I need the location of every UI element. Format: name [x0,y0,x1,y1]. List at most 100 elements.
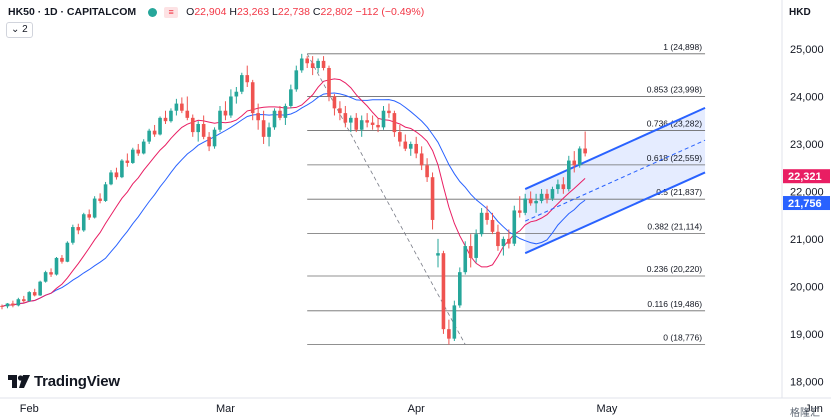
candle-body [38,281,42,296]
candle-body [212,129,217,147]
x-tick-label: Apr [408,403,425,415]
candle-body [294,70,299,90]
price-label-text: 22,321 [788,171,822,183]
candle-body [512,210,517,244]
candle-body [250,82,255,114]
candle-body [354,117,359,130]
candle-body [43,272,48,282]
open-value: 22,904 [194,6,227,18]
candle-body [332,96,337,109]
candle-body [240,75,244,92]
candle-body [147,130,151,142]
candle-body [528,198,533,204]
close-label: C [312,6,321,18]
candle-body [343,113,348,123]
compare-icon[interactable]: ≡ [164,6,179,18]
candle-body [272,110,277,128]
symbol-title[interactable]: HK50 · 1D · CAPITALCOM [8,6,137,18]
x-tick-label: Jun [805,403,823,415]
price-label-box [783,169,830,184]
candle-body [414,143,418,154]
ohlc-readout: O22,904 H23,263 L22,738 C22,802 −112 (−0… [186,6,424,18]
candle-body [180,103,184,111]
candle-body [163,117,168,122]
tradingview-logo-text: TradingView [34,373,120,390]
market-status-dots[interactable] [148,7,158,17]
candle-body [185,110,190,118]
candle-body [359,120,364,130]
y-tick-label: 20,000 [790,281,824,293]
y-tick-label: 18,000 [790,376,824,388]
candle-body [283,105,288,118]
y-tick-label: 24,000 [790,91,824,103]
candle-body [190,117,195,133]
candle-body [218,110,222,130]
y-tick-label: 21,000 [790,234,824,246]
candle-body [523,198,527,213]
high-label: H [229,6,237,18]
high-value: 23,263 [236,6,270,18]
candle-body [0,305,4,307]
candle-body [316,60,320,68]
y-tick-label: 22,000 [790,186,824,198]
candle-body [65,242,70,262]
candle-body [567,160,571,190]
candle-body [196,124,200,133]
y-tick-label: 25,000 [790,44,824,56]
candle-body [207,136,211,147]
currency-label[interactable]: HKD [789,7,811,18]
candle-body [305,58,309,64]
candle-body [436,253,440,256]
tradingview-logo[interactable]: TradingView [8,373,120,390]
candle-body [474,234,478,258]
candle-body [517,210,522,213]
candle-body [81,214,86,231]
candle-body [174,103,179,111]
fib-trend-line [306,53,466,345]
candle-body [463,246,468,273]
candle-body [98,198,102,201]
candle-body [501,238,506,247]
candle-body [60,257,64,262]
candle-body [381,110,386,128]
candle-body [452,305,457,339]
candle-body [114,172,119,178]
open-label: O [186,6,195,18]
market-open-icon [148,7,158,17]
fib-level-label: 0.853 (23,998) [647,85,702,95]
candle-body [71,227,75,243]
close-value: 22,802 [320,6,353,18]
candle-body [125,160,130,163]
candle-body [485,212,489,220]
candle-body [201,124,206,137]
tradingview-logo-icon [8,375,30,388]
candle-body [479,212,484,235]
fib-level-label: 0.736 (23,282) [647,119,702,129]
candle-body [507,238,511,244]
candle-body [103,184,108,201]
legend-toggle-button[interactable]: ⌄ 2 [6,22,33,38]
x-tick-label: Feb [20,403,39,415]
candle-body [158,117,162,135]
candle-body [136,149,141,154]
candle-body [539,193,544,201]
candle-body [229,96,233,116]
x-tick-label: Mar [216,403,235,415]
candle-body [289,89,293,106]
candle-body [561,184,566,190]
candle-body [109,172,113,185]
ma-slow-line [1,92,586,307]
candle-body [141,141,146,154]
candle-body [370,122,375,125]
candle-body [550,189,555,199]
candle-body [76,227,81,231]
candle-body [27,292,32,302]
y-tick-label: 19,000 [790,329,824,341]
candle-body [556,184,560,190]
candle-body [131,149,135,163]
candle-body [490,219,495,232]
candle-body [321,60,326,68]
fib-level-label: 0.236 (20,220) [647,264,702,274]
candle-body [278,110,282,118]
